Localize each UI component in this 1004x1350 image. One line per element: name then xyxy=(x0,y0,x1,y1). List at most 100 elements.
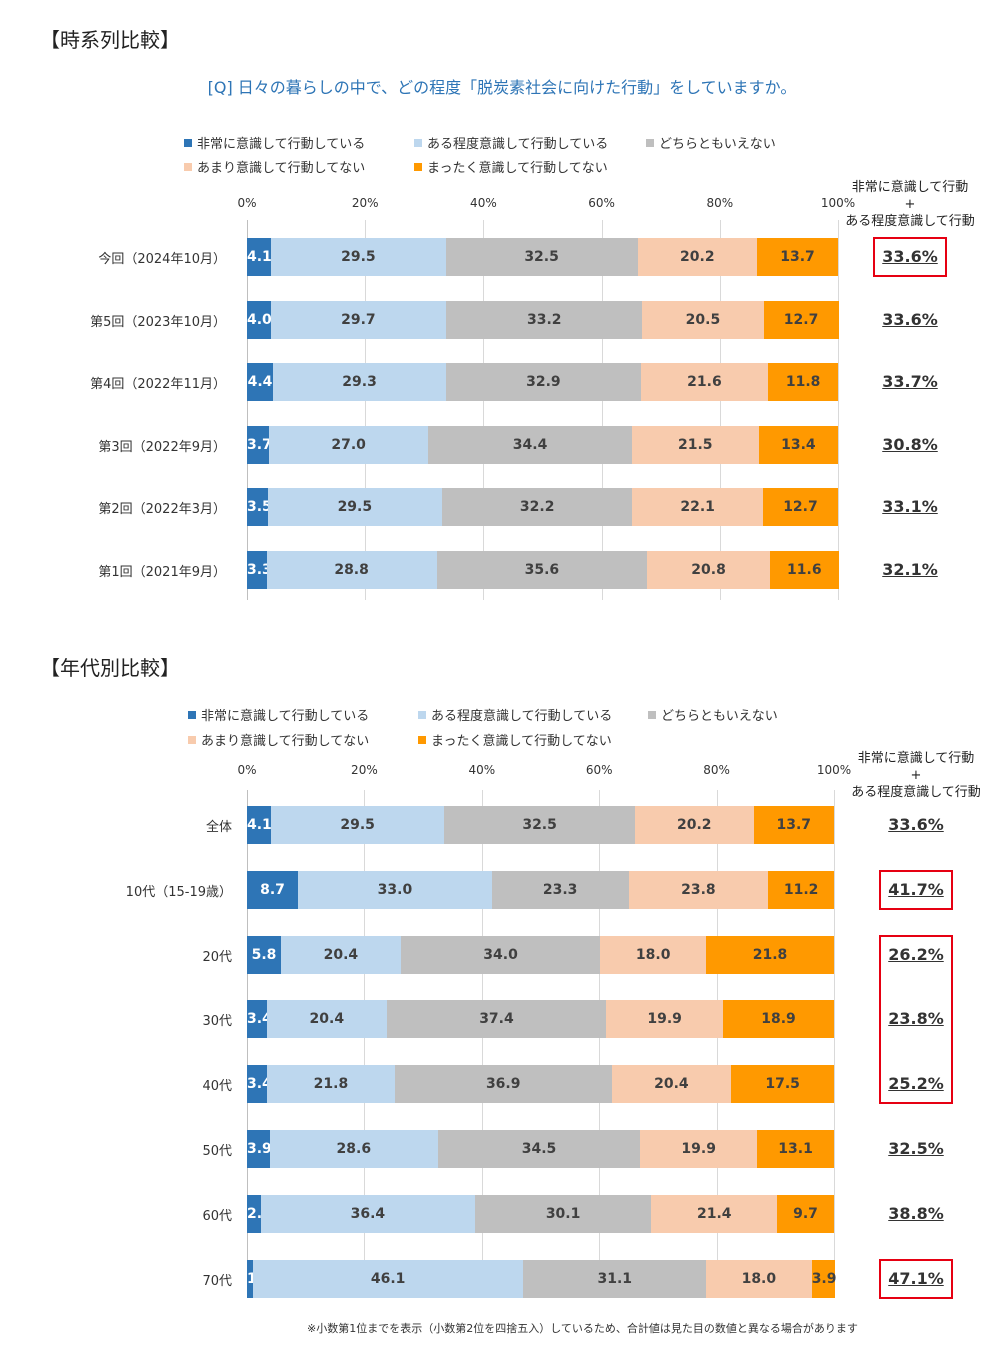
bar-segment-not-much: 20.4 xyxy=(611,1065,732,1104)
legend-label: どちらともいえない xyxy=(659,137,776,152)
bar-segment-somewhat: 20.4 xyxy=(281,935,401,974)
bar-segment-neutral: 34.4 xyxy=(428,425,632,464)
bar-segment-not-at-all: 21.8 xyxy=(706,935,834,974)
legend-label: ある程度意識して行動している xyxy=(431,709,613,724)
bar-segment-somewhat: 29.5 xyxy=(271,806,445,844)
x-tick-label: 40% xyxy=(470,196,497,210)
category-label: 40代 xyxy=(202,1079,232,1095)
bar-segment-neutral: 32.5 xyxy=(445,238,638,276)
bar-segment-neutral: 35.6 xyxy=(436,551,648,589)
bar-segment-very: 4.4 xyxy=(247,363,273,402)
bar-segment-not-much: 22.1 xyxy=(632,488,763,527)
bar-segment-somewhat: 28.8 xyxy=(266,551,437,589)
gridline xyxy=(601,220,603,600)
chart2-title: 【年代別比較】 xyxy=(40,656,180,680)
bar-segment-not-at-all: 13.4 xyxy=(758,425,838,464)
highlight-box xyxy=(879,1258,953,1299)
category-label: 全体 xyxy=(205,820,232,835)
x-tick-label: 0% xyxy=(237,763,257,777)
bar-segment-very: 3.9 xyxy=(247,1130,272,1168)
summary-value: 23.8% xyxy=(888,1009,944,1029)
summary-header-line: ある程度意識して行動 xyxy=(851,785,981,800)
gridline xyxy=(365,220,367,600)
summary-value: 33.7% xyxy=(882,372,938,392)
legend-label: ある程度意識して行動している xyxy=(427,137,609,152)
category-label: 今回（2024年10月） xyxy=(98,252,226,267)
bar-segment-somewhat: 29.5 xyxy=(267,488,443,527)
bar-segment-not-much: 21.6 xyxy=(640,363,769,402)
x-tick-label: 0% xyxy=(237,196,257,210)
legend-swatch-somewhat xyxy=(414,138,422,147)
bar-segment-not-much: 21.5 xyxy=(631,425,759,464)
bar-segment-neutral: 33.2 xyxy=(446,300,643,339)
bar-segment-very: 3.4 xyxy=(247,1000,272,1039)
bar-segment-not-at-all: 9.7 xyxy=(777,1194,834,1233)
gridline xyxy=(364,790,366,1298)
category-label: 10代（15-19歳） xyxy=(125,884,232,900)
gridline xyxy=(719,220,721,600)
summary-value: 33.6% xyxy=(888,815,944,834)
legend-swatch-not-much xyxy=(188,735,196,744)
summary-value: 32.5% xyxy=(888,1139,944,1158)
x-tick-label: 80% xyxy=(703,763,730,777)
gridline xyxy=(483,220,485,600)
x-tick-label: 20% xyxy=(351,763,378,777)
legend-swatch-very xyxy=(188,710,196,719)
bar-segment-very: 8.7 xyxy=(247,870,299,909)
summary-header: 非常に意識して行動 + ある程度意識して行動 xyxy=(830,179,990,230)
bar-segment-neutral: 32.2 xyxy=(442,488,633,527)
summary-header-line: ある程度意識して行動 xyxy=(845,214,975,229)
bar-segment-very: 3.3 xyxy=(247,551,272,589)
bar-segment-not-much: 18.0 xyxy=(600,935,707,974)
x-tick-label: 40% xyxy=(468,763,496,777)
category-label: 20代 xyxy=(202,949,232,965)
legend-item-not-at-all: まったく意識して行動してない xyxy=(414,157,608,176)
bar-segment-not-at-all: 12.7 xyxy=(762,488,838,527)
summary-value: 33.6% xyxy=(882,247,938,266)
gridline xyxy=(716,790,718,1298)
category-label: 第2回（2022年3月） xyxy=(98,502,226,518)
bar-segment-neutral: 34.0 xyxy=(400,935,601,974)
legend-item-very: 非常に意識して行動している xyxy=(188,705,369,724)
bar-segment-somewhat: 36.4 xyxy=(261,1194,475,1233)
bar-segment-neutral: 32.5 xyxy=(444,806,635,844)
bar-segment-neutral: 34.5 xyxy=(437,1130,641,1168)
legend-label: 非常に意識して行動している xyxy=(201,709,370,724)
x-tick-label: 60% xyxy=(588,196,615,210)
summary-value: 33.6% xyxy=(882,309,938,329)
x-tick-label: 80% xyxy=(706,196,734,210)
bar-segment-very: 2.4 xyxy=(247,1194,272,1233)
summary-header-line: + xyxy=(910,768,922,783)
legend-item-neutral: どちらともいえない xyxy=(648,705,778,724)
summary-value: 41.7% xyxy=(888,879,944,899)
legend-label: まったく意識して行動してない xyxy=(427,161,608,176)
bar-segment-somewhat: 29.7 xyxy=(270,300,447,339)
bar-segment-very: 3.4 xyxy=(247,1065,272,1104)
bar-segment-not-at-all: 12.7 xyxy=(763,300,839,339)
bar-segment-somewhat: 46.1 xyxy=(252,1259,524,1298)
bar-segment-not-at-all: 3.9 xyxy=(811,1259,837,1298)
y-axis-line xyxy=(247,220,248,600)
category-label: 第4回（2022年11月） xyxy=(90,377,226,393)
bar-segment-not-much: 18.0 xyxy=(706,1259,812,1298)
y-axis-line xyxy=(247,790,248,1298)
bar-segment-not-at-all: 13.7 xyxy=(757,238,838,276)
bar-segment-neutral: 37.4 xyxy=(386,1000,607,1039)
bar-segment-neutral: 23.3 xyxy=(491,870,629,909)
summary-value: 33.1% xyxy=(882,497,938,517)
category-label: 50代 xyxy=(202,1144,232,1159)
legend-item-not-at-all: まったく意識して行動してない xyxy=(418,730,612,749)
legend-item-not-much: あまり意識して行動してない xyxy=(188,730,369,749)
category-label: 30代 xyxy=(202,1014,232,1030)
bar-segment-not-at-all: 17.5 xyxy=(731,1065,834,1104)
x-tick-label: 100% xyxy=(816,763,852,777)
legend-swatch-neutral xyxy=(648,710,656,719)
bar-segment-very: 3.5 xyxy=(247,488,272,527)
legend-label: あまり意識して行動してない xyxy=(201,734,370,749)
bar-segment-not-at-all: 13.1 xyxy=(757,1130,834,1168)
bar-segment-somewhat: 28.6 xyxy=(269,1130,438,1168)
bar-segment-not-at-all: 11.2 xyxy=(768,870,834,909)
bar-segment-not-much: 20.8 xyxy=(647,551,771,589)
summary-value: 30.8% xyxy=(882,434,938,454)
bar-segment-very: 3.7 xyxy=(247,425,272,464)
